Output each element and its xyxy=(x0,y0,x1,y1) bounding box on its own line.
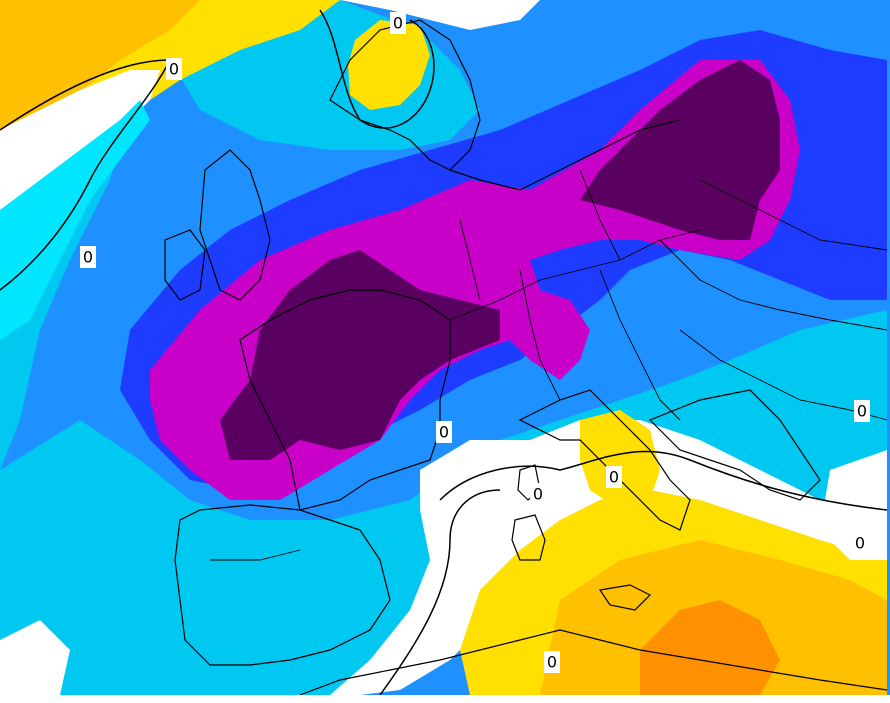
coast-scandinavia xyxy=(329,19,481,171)
contour-label: 0 xyxy=(857,402,867,421)
contour-label: 0 xyxy=(393,14,403,33)
label-bg-6 xyxy=(606,466,622,488)
border-9 xyxy=(210,549,301,561)
label-bg-7 xyxy=(852,532,868,554)
label-bg-9 xyxy=(854,400,870,422)
contour-label: 0 xyxy=(83,248,93,267)
zero-contour-sw xyxy=(379,489,501,696)
white-zone-top xyxy=(340,0,540,30)
border-2 xyxy=(519,269,561,401)
coast-france xyxy=(239,289,451,511)
yellow-zone-italy xyxy=(580,410,660,510)
gold-zone-nw xyxy=(0,0,200,170)
contour-label: 0 xyxy=(547,653,557,672)
coast-sicily xyxy=(598,584,652,611)
coast-north-africa xyxy=(299,629,888,696)
border-7 xyxy=(579,169,621,261)
border-3 xyxy=(599,269,681,421)
label-bg-2 xyxy=(166,58,182,80)
orange-zone-south xyxy=(640,600,780,695)
label-bg-4 xyxy=(436,421,452,443)
coast-ireland xyxy=(164,229,206,301)
contour-labels: 0 0 0 0 0 0 0 0 0 xyxy=(80,12,870,673)
contour-label: 0 xyxy=(855,534,865,553)
border-8 xyxy=(459,219,481,301)
zero-contour-scandinavia xyxy=(319,9,435,129)
label-bg-1 xyxy=(390,12,406,34)
contour-label: 0 xyxy=(169,60,179,79)
label-bg-8 xyxy=(544,651,560,673)
coast-iberia xyxy=(174,504,391,666)
coastlines xyxy=(164,19,888,696)
contour-label: 0 xyxy=(533,485,543,504)
coast-italy xyxy=(518,389,691,531)
label-bg-5 xyxy=(530,483,546,505)
coast-british-isles xyxy=(199,149,271,301)
coast-balkans xyxy=(648,389,821,501)
bottom-strip xyxy=(0,695,890,703)
cyan-strip-nw xyxy=(0,100,150,340)
coast-sardinia xyxy=(511,514,546,561)
coast-baltic xyxy=(449,119,681,191)
very-cold-core-west xyxy=(220,250,500,460)
border-4 xyxy=(659,239,888,331)
yellow-zone-scandinavia xyxy=(348,20,430,110)
country-borders xyxy=(210,169,888,561)
contour-label: 0 xyxy=(609,468,619,487)
contour-label: 0 xyxy=(439,423,449,442)
zero-contour-nw xyxy=(0,59,172,291)
white-zone-sw xyxy=(0,620,70,695)
border-5 xyxy=(699,179,888,251)
zero-contour-med xyxy=(439,450,888,511)
label-bg-3 xyxy=(80,246,96,268)
